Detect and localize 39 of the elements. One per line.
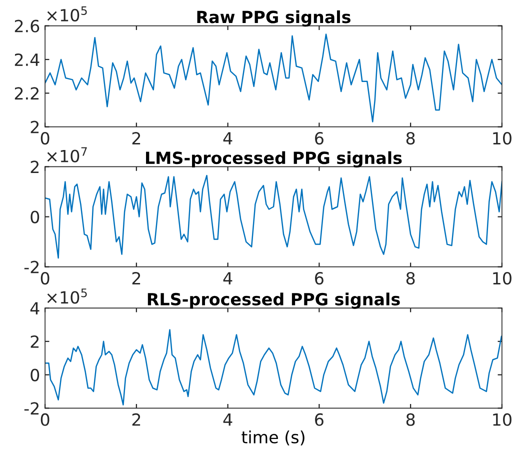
x-tick-label: 4: [223, 272, 232, 284]
y-tick-label: -2: [24, 402, 39, 414]
text: ×10$^{5}$: [47, 288, 87, 304]
chart-title: RLS-processed PPG signals: [148, 292, 400, 309]
x-tick-label: 2: [132, 272, 140, 284]
x-tick-label: 6: [315, 272, 324, 285]
x-axis-title: time (s): [242, 430, 304, 446]
x-tick-label: 0: [40, 272, 50, 285]
x-tick-label: 10: [493, 132, 512, 145]
x-tick-label: 0: [40, 413, 50, 426]
x-tick-label: 6: [315, 413, 324, 426]
x-tick-label: 10: [493, 413, 512, 426]
y-tick-label: 0: [30, 210, 40, 224]
x-tick-label: 2: [132, 413, 140, 426]
x-tick-label: 6: [315, 132, 324, 145]
y-tick-label: 0: [30, 368, 40, 382]
x-tick-label: 8: [406, 413, 415, 426]
x-tick-label: 0: [40, 132, 50, 145]
x-tick-label: 2: [132, 132, 140, 144]
x-tick-label: 4: [223, 414, 232, 426]
x-tick-label: 4: [223, 132, 232, 144]
y-tick-label: -2: [24, 260, 39, 274]
text: ×10$^{7}$: [47, 147, 87, 162]
y-tick-label: 2: [30, 120, 39, 134]
y-tick-label: 2: [30, 335, 39, 348]
x-tick-label: 8: [406, 272, 415, 285]
chart-title: LMS-processed PPG signals: [146, 151, 402, 168]
line-series: [45, 174, 502, 259]
x-tick-label: 8: [406, 132, 415, 145]
y-tick-label: 2.6: [14, 20, 40, 32]
line-series: [45, 329, 502, 406]
text: ×10$^{5}$: [47, 6, 87, 22]
chart-title: Raw PPG signals: [197, 10, 350, 27]
y-tick-label: 4: [30, 302, 40, 314]
line-series: [45, 34, 502, 122]
y-tick-label: 2.2: [14, 87, 39, 100]
y-tick-label: 2.4: [14, 53, 40, 66]
x-tick-label: 10: [493, 272, 512, 285]
y-tick-label: 2: [30, 160, 39, 174]
